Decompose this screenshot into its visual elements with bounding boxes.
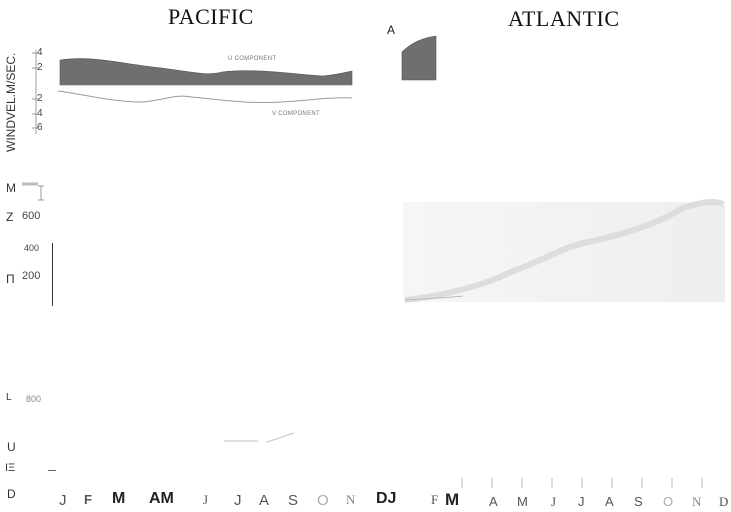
wind-tick-label: 4 [37,108,43,119]
atlantic-middle-curve [404,198,725,303]
middle-axis [52,243,53,306]
month-label: S [634,494,643,509]
month-label: F [84,492,92,507]
month-label: N [346,492,356,507]
middle-tick-label: 600 [22,210,41,222]
marker-letter: ΙΞ [5,462,16,474]
middle-tick-label: 200 [22,270,41,282]
wind-ylabel: WINDVEL.M/SEC. [4,52,18,152]
marker-letter: U [7,440,16,454]
month-label: J [59,492,67,509]
month-label: D [719,494,729,509]
month-label: N [692,494,702,509]
v-component-label: V COMPONENT [272,111,320,117]
lower-tick-label: 800 [26,394,42,404]
middle-tick-label: 400 [24,243,40,253]
wind-tick-label: 2 [37,93,43,104]
month-label: S [288,492,299,509]
month-label: DJ [376,490,397,507]
month-label: J [551,494,557,509]
wind-tick-label: 4 [37,47,43,58]
marker-letter: Z [6,210,14,224]
pacific-title: PACIFIC [168,4,254,29]
lower-faint-curve [265,432,295,443]
month-label: O [317,492,329,509]
marker-letter: M [6,181,16,195]
lower-faint-curves [224,432,295,443]
month-label: J [578,494,585,509]
month-label: A [489,494,498,509]
u-component-area [59,58,353,86]
month-label: M [445,490,460,509]
month-label: O [663,494,674,509]
atlantic-a-area [401,35,437,81]
atlantic-middle-baseline [404,295,464,301]
month-label: M [112,490,126,507]
middle-marker-glyph [22,182,44,201]
month-label: J [234,492,242,509]
marker-letter: Π [6,272,15,286]
month-label: J [203,492,209,507]
u-component-label: U COMPONENT [228,56,277,62]
wind-tick-label: 6 [37,122,43,133]
marker-letter: D [7,487,16,501]
month-label: M [517,494,528,509]
month-label: A [259,492,270,509]
marker-letter: L [6,392,12,403]
atlantic-middle-plot [403,198,725,303]
month-label: A [605,494,614,509]
v-component-line [57,90,353,104]
panel-a-label: A [387,23,396,37]
atlantic-title: ATLANTIC [508,6,620,31]
wind-tick-label: 2 [37,62,43,73]
wind-velocity-plot [32,50,353,134]
atlantic-panel-a-plot [401,35,437,81]
lower-tick-mark [48,470,56,471]
month-label: AM [149,490,174,507]
month-label: F [431,492,439,507]
atlantic-month-ticks [461,478,703,488]
